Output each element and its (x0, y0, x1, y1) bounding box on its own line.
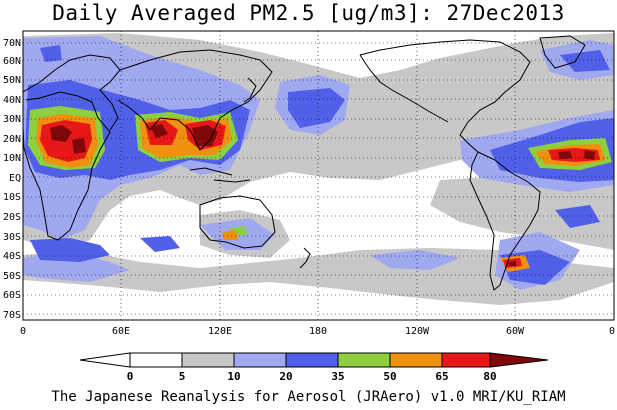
lon-label: 0 (20, 326, 26, 337)
lon-label: 0 (609, 326, 615, 337)
lat-label: 50S (3, 271, 21, 282)
lat-label: 30N (3, 114, 21, 125)
colorbar-label: 80 (483, 370, 496, 383)
map-title: Daily Averaged PM2.5 [ug/m3]: 27Dec2013 (52, 1, 565, 25)
lat-label: 40N (3, 95, 21, 106)
concentration-field (23, 31, 614, 320)
colorbar-label: 35 (331, 370, 344, 383)
lat-label: 30S (3, 232, 21, 243)
lat-label: 40S (3, 251, 21, 262)
lat-label: 60N (3, 56, 21, 67)
colorbar-segment (181, 352, 235, 368)
colorbar-arrow-low (79, 352, 131, 368)
colorbar-segment (129, 352, 183, 368)
colorbar-label: 0 (127, 370, 134, 383)
lat-label: 50N (3, 75, 21, 86)
footer-credit: The Japanese Reanalysis for Aerosol (JRA… (51, 389, 566, 405)
lon-label: 60E (112, 326, 130, 337)
lon-label: 120E (208, 326, 232, 337)
lat-label: 10S (3, 192, 21, 203)
lat-label: 10N (3, 153, 21, 164)
lon-label: 60W (506, 326, 525, 337)
latitude-labels: 70N 60N 50N 40N 30N 20N 10N EQ 10S 20S 3… (3, 38, 21, 321)
map-grid (23, 31, 614, 320)
longitude-labels: 0 60E 120E 180 120W 60W 0 (20, 326, 615, 337)
lat-label: 20S (3, 212, 21, 223)
colorbar-label: 5 (179, 370, 186, 383)
coastlines (23, 35, 586, 291)
colorbar-segment (233, 352, 287, 368)
map-frame (22, 30, 615, 321)
lat-label: 70N (3, 38, 21, 49)
lon-label: 180 (309, 326, 327, 337)
colorbar-segment (389, 352, 443, 368)
colorbar-label: 10 (227, 370, 240, 383)
colorbar-segment (285, 352, 339, 368)
lat-label: 70S (3, 310, 21, 321)
colorbar-segment (441, 352, 491, 368)
colorbar-label: 50 (383, 370, 396, 383)
colorbar-label: 65 (435, 370, 448, 383)
colorbar-arrow-high (489, 352, 549, 368)
lat-label: 60S (3, 290, 21, 301)
colorbar (79, 352, 549, 368)
lat-label: EQ (9, 173, 21, 184)
colorbar-label: 20 (279, 370, 292, 383)
colorbar-labels: 0 5 10 20 35 50 65 80 (127, 370, 497, 383)
lon-label: 120W (405, 326, 430, 337)
lat-label: 20N (3, 134, 21, 145)
colorbar-segment (337, 352, 391, 368)
